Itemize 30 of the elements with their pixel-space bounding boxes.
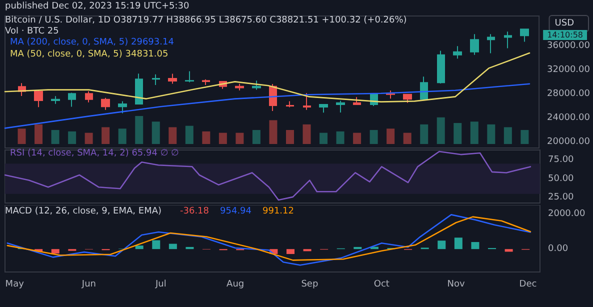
x-tick-label: Dec (519, 280, 537, 290)
chart-subtitle: Bitcoin / U.S. Dollar, 1D O38719.77 H38866.95 L38675.60 C38821.51 +100.32 (+0.26%) (5, 16, 407, 26)
y-tick-label: 36000.00 (547, 41, 590, 51)
x-tick-label: Aug (226, 280, 244, 290)
x-tick-label: May (5, 280, 25, 290)
text: MA (200, close, 0, SMA, 5) 29693.14 (10, 38, 174, 48)
text: 14:10:58 (547, 30, 584, 40)
x-tick-label: Sep (301, 280, 318, 290)
y-tick-label: 0.00 (548, 244, 568, 254)
chart-title: MACD (12, 26, close, 9, EMA, EMA) (5, 206, 162, 216)
chart-title: published Dec 02, 2023 15:19 UTC+5:30 (5, 2, 190, 12)
x-tick-label: Nov (447, 280, 466, 290)
y-tick-label: 32000.00 (547, 65, 590, 75)
text: 991.12 (262, 206, 294, 216)
y-tick-label: 25.00 (548, 192, 574, 203)
y-tick-label: 75.00 (548, 154, 574, 165)
x-tick-label: Jun (80, 280, 96, 290)
y-tick-label: 20000.00 (547, 137, 590, 147)
x-tick-label: Oct (374, 280, 390, 290)
x-tick-label: Jul (154, 280, 166, 290)
y-tick-label: 50.00 (548, 174, 574, 184)
y-tick-label: 2000.00 (548, 208, 586, 219)
chart-title: Vol · BTC 25 (5, 26, 59, 36)
y-tick-label: 24000.00 (547, 113, 590, 123)
text: -36.18 (180, 206, 210, 216)
text: 954.94 (220, 206, 252, 216)
text: MA (50, close, 0, SMA, 5) 34831.05 (10, 50, 168, 60)
y-tick-label: 28000.00 (547, 89, 590, 99)
series-label: RSI (14, close, SMA, 14, 2) 65.94 ∅ ∅ (10, 148, 180, 158)
text: USD (554, 18, 574, 28)
